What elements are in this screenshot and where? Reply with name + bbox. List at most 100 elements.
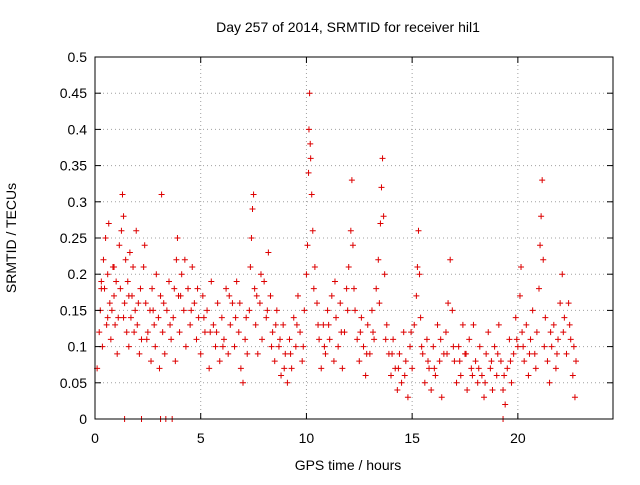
data-point [540, 256, 547, 263]
data-point [466, 336, 473, 343]
data-point [442, 329, 449, 336]
data-point [450, 343, 457, 350]
data-point [456, 358, 463, 365]
data-point [118, 227, 125, 234]
data-point [421, 379, 428, 386]
data-point [489, 387, 496, 394]
data-point [158, 191, 165, 198]
data-point [115, 314, 122, 321]
data-point [344, 307, 351, 314]
data-point [447, 256, 454, 263]
data-point [100, 256, 107, 263]
data-point [226, 292, 233, 299]
data-point [411, 321, 418, 328]
data-point [105, 220, 112, 227]
data-point [469, 372, 476, 379]
y-tick-label: 0.45 [60, 85, 87, 101]
data-point [232, 314, 239, 321]
data-point [150, 307, 157, 314]
data-point [208, 278, 215, 285]
data-point [213, 329, 220, 336]
data-point [428, 387, 435, 394]
data-point [280, 321, 287, 328]
data-point [271, 358, 278, 365]
data-point [519, 329, 526, 336]
data-point [571, 394, 578, 401]
data-point [470, 321, 477, 328]
data-point [561, 314, 568, 321]
data-point [565, 300, 572, 307]
data-point [506, 336, 513, 343]
data-point [357, 329, 364, 336]
data-point [243, 314, 250, 321]
y-tick-label: 0.2 [68, 266, 88, 282]
data-point [300, 343, 307, 350]
data-point [388, 372, 394, 379]
data-point [251, 285, 258, 292]
data-point [544, 358, 551, 365]
data-point [487, 365, 494, 372]
data-point [396, 350, 403, 357]
data-point [345, 263, 352, 270]
data-point [206, 365, 213, 372]
data-point [281, 365, 288, 372]
data-point [264, 307, 271, 314]
data-point [173, 256, 180, 263]
data-point [156, 365, 163, 372]
data-point [269, 329, 276, 336]
data-point [371, 336, 378, 343]
data-point [338, 329, 345, 336]
data-point [151, 321, 158, 328]
data-point [261, 278, 268, 285]
data-point [166, 278, 172, 285]
data-point [559, 271, 566, 278]
data-point [123, 329, 130, 336]
data-point [114, 350, 121, 357]
data-point [157, 292, 164, 299]
data-point [242, 336, 249, 343]
data-point [161, 350, 168, 357]
data-point [253, 292, 260, 299]
data-point [219, 343, 226, 350]
data-point [541, 343, 548, 350]
data-point [414, 263, 421, 270]
data-point [476, 343, 483, 350]
data-point [508, 379, 515, 386]
data-point [330, 358, 337, 365]
data-point [416, 271, 423, 278]
data-point [482, 379, 489, 386]
y-tick-label: 0.15 [60, 302, 87, 318]
data-point [127, 314, 134, 321]
data-point [501, 372, 508, 379]
data-point [532, 365, 539, 372]
data-point [104, 314, 111, 321]
data-point [347, 227, 354, 234]
data-point [451, 358, 458, 365]
data-point [299, 358, 306, 365]
data-point [510, 350, 517, 357]
data-point [404, 394, 411, 401]
data-point [159, 329, 166, 336]
data-point [294, 292, 301, 299]
data-point [472, 358, 479, 365]
data-point [178, 271, 185, 278]
tick-labels: 0 0.05 0.1 0.15 0.2 0.25 0.3 0.35 0.4 0.45 0.5 0 5 10… [60, 49, 526, 446]
data-point [130, 263, 137, 270]
data-point [408, 329, 415, 336]
x-axis-label: GPS time / hours [295, 457, 402, 473]
data-point [218, 314, 225, 321]
data-point [514, 343, 521, 350]
data-point [309, 227, 316, 234]
data-point [500, 387, 507, 394]
data-point [225, 350, 232, 357]
y-tick-label: 0.1 [68, 339, 88, 355]
data-point [555, 336, 562, 343]
data-point [362, 372, 369, 379]
data-point [318, 365, 325, 372]
data-point [493, 372, 500, 379]
data-point [149, 285, 156, 292]
data-point [155, 314, 162, 321]
data-point [381, 271, 388, 278]
data-point [512, 314, 519, 321]
data-point [491, 343, 498, 350]
